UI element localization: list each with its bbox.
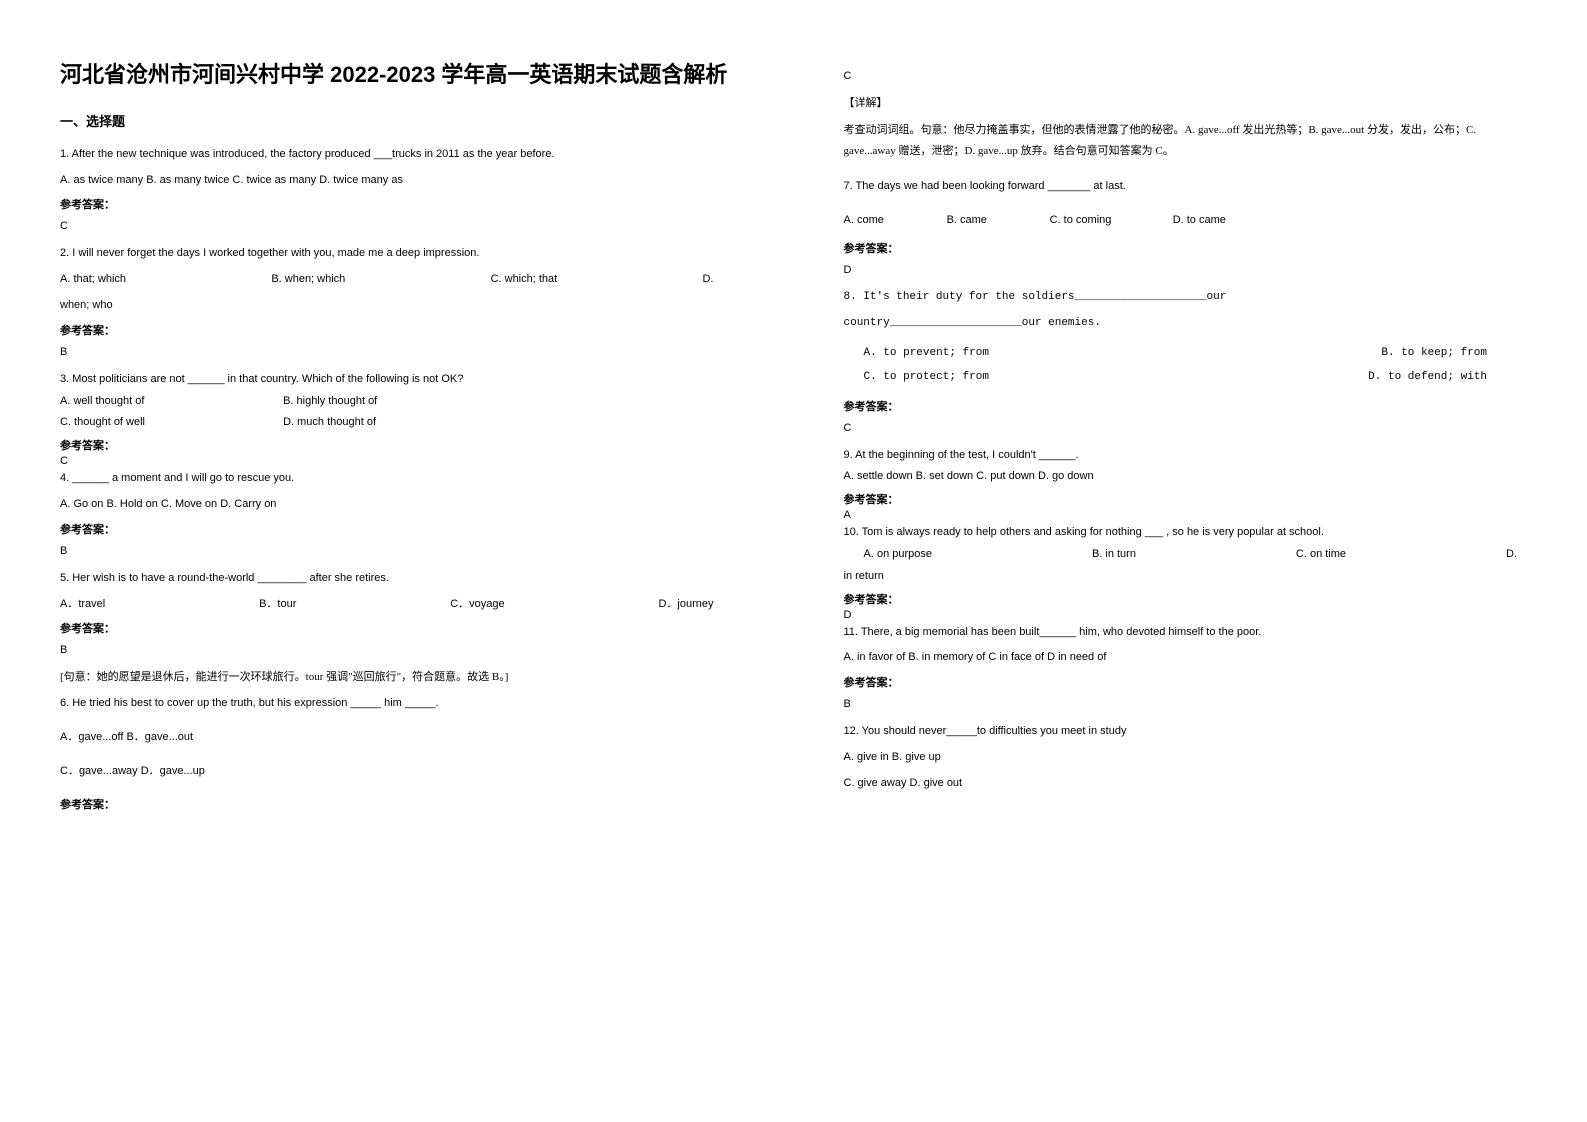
right-column: C 【详解】 考查动词词组。句意：他尽力掩盖事实，但他的表情泄露了他的秘密。A.… [794,0,1587,1122]
q2-answer-label: 参考答案： [60,322,744,338]
q1-options: A. as twice many B. as many twice C. twi… [60,171,744,191]
q2-optA: A. that; which [60,270,126,290]
q4-answer: B [60,545,744,557]
q10-optB: B. in turn [1092,545,1136,565]
q1-answer-label: 参考答案： [60,196,744,212]
q11-answer-label: 参考答案： [844,674,1528,690]
q2-optC: C. which; that [491,270,558,290]
q4-options: A. Go on B. Hold on C. Move on D. Carry … [60,495,744,515]
question-7: 7. The days we had been looking forward … [844,177,1528,277]
q1-answer: C [60,220,744,232]
q6-answer: C [844,70,1528,82]
q8-optC: C. to protect; from [864,368,989,388]
q9-answer: A [844,509,1528,521]
q7-answer: D [844,264,1528,276]
question-2: 2. I will never forget the days I worked… [60,244,744,357]
q11-answer: B [844,698,1528,710]
q3-answer: C [60,455,744,467]
q10-answer: D [844,609,1528,621]
q5-note: [句意：她的愿望是退休后，能进行一次环球旅行。tour 强调"巡回旅行"，符合题… [60,668,744,688]
q8-optB: B. to keep; from [1381,344,1487,364]
q5-text: 5. Her wish is to have a round-the-world… [60,569,744,589]
q9-options: A. settle down B. set down C. put down D… [844,467,1528,487]
q2-optD: D. [702,270,713,290]
q5-optB: B．tour [259,595,296,615]
question-4: 4. ______ a moment and I will go to resc… [60,469,744,557]
q10-optD2: in return [844,567,1528,587]
q9-text: 9. At the beginning of the test, I could… [844,446,1528,466]
q4-text: 4. ______ a moment and I will go to resc… [60,469,744,489]
q12-text: 12. You should never_____to difficulties… [844,722,1528,742]
q5-optC: C．voyage [450,595,504,615]
q10-options: A. on purpose B. in turn C. on time D. [844,545,1528,565]
q10-text: 10. Tom is always ready to help others a… [844,523,1528,543]
q12-options2: C. give away D. give out [844,774,1528,794]
q5-answer-label: 参考答案： [60,620,744,636]
q3-options-line2: C. thought of well D. much thought of [60,413,744,433]
q10-optD: D. [1506,545,1517,565]
question-12: 12. You should never_____to difficulties… [844,722,1528,793]
q3-optD: D. much thought of [283,416,376,428]
q8-answer-label: 参考答案： [844,398,1528,414]
q8-text1: 8. It's their duty for the soldiers_____… [844,288,1528,308]
q10-answer-label: 参考答案： [844,591,1528,607]
section-heading: 一、选择题 [60,111,744,130]
q6-options1: A．gave...off B．gave...out [60,728,744,748]
question-10: 10. Tom is always ready to help others a… [844,523,1528,620]
q7-optA: A. come [844,211,944,231]
question-1: 1. After the new technique was introduce… [60,145,744,233]
q8-optA: A. to prevent; from [864,344,989,364]
q2-options: A. that; which B. when; which C. which; … [60,270,744,290]
q2-optD2: when; who [60,296,744,316]
q7-optB: B. came [947,211,1047,231]
q1-text: 1. After the new technique was introduce… [60,145,744,165]
q2-optB: B. when; which [271,270,345,290]
q6-text: 6. He tried his best to cover up the tru… [60,694,744,714]
q7-text: 7. The days we had been looking forward … [844,177,1528,197]
q3-optC: C. thought of well [60,413,280,433]
question-8: 8. It's their duty for the soldiers_____… [844,288,1528,433]
question-3: 3. Most politicians are not ______ in th… [60,370,744,467]
q3-optB: B. highly thought of [283,395,377,407]
q8-options-line2: C. to protect; from D. to defend; with [844,368,1528,388]
q9-answer-label: 参考答案： [844,491,1528,507]
q6-analysis-label: 【详解】 [844,94,1528,110]
q2-answer: B [60,346,744,358]
q4-answer-label: 参考答案： [60,521,744,537]
q7-options: A. come B. came C. to coming D. to came [844,211,1528,231]
q2-text: 2. I will never forget the days I worked… [60,244,744,264]
q6-options2: C．gave...away D．gave...up [60,762,744,782]
q8-options-line1: A. to prevent; from B. to keep; from [844,344,1528,364]
q6-answer-label: 参考答案： [60,796,744,812]
question-9: 9. At the beginning of the test, I could… [844,446,1528,522]
q5-options: A．travel B．tour C．voyage D．journey [60,595,744,615]
q8-answer: C [844,422,1528,434]
q8-text2: country____________________our enemies. [844,314,1528,334]
q10-optC: C. on time [1296,545,1346,565]
q7-answer-label: 参考答案： [844,240,1528,256]
q12-options1: A. give in B. give up [844,748,1528,768]
q3-optA: A. well thought of [60,392,280,412]
q7-optD: D. to came [1173,214,1226,226]
q3-text: 3. Most politicians are not ______ in th… [60,370,744,390]
question-11: 11. There, a big memorial has been built… [844,623,1528,711]
q5-optD: D．journey [658,595,713,615]
q8-optD: D. to defend; with [1368,368,1487,388]
q6-analysis: 考查动词词组。句意：他尽力掩盖事实，但他的表情泄露了他的秘密。A. gave..… [844,120,1528,162]
q5-answer: B [60,644,744,656]
q7-optC: C. to coming [1050,211,1170,231]
left-column: 河北省沧州市河间兴村中学 2022-2023 学年高一英语期末试题含解析 一、选… [0,0,794,1122]
q10-optA: A. on purpose [864,545,933,565]
q11-options: A. in favor of B. in memory of C in face… [844,648,1528,668]
q11-text: 11. There, a big memorial has been built… [844,623,1528,643]
q3-options-line1: A. well thought of B. highly thought of [60,392,744,412]
q3-answer-label: 参考答案： [60,437,744,453]
document-title: 河北省沧州市河间兴村中学 2022-2023 学年高一英语期末试题含解析 [60,60,744,91]
question-5: 5. Her wish is to have a round-the-world… [60,569,744,688]
q5-optA: A．travel [60,595,105,615]
question-6: 6. He tried his best to cover up the tru… [60,694,744,811]
